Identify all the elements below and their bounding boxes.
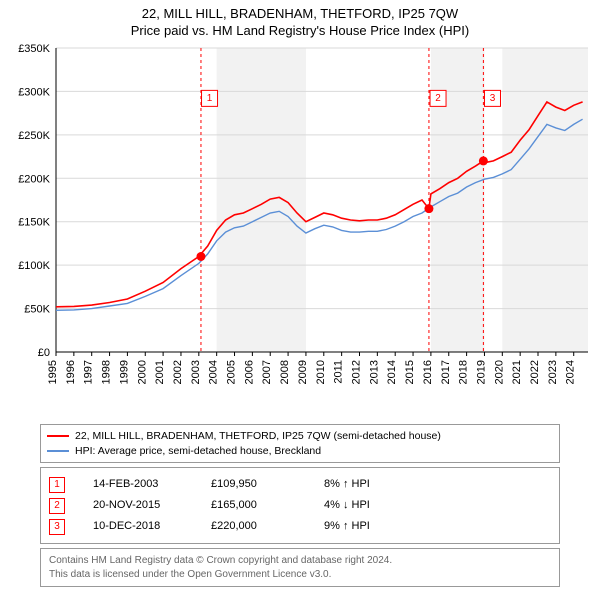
svg-text:2018: 2018 — [458, 360, 470, 384]
sale-row: 2 20-NOV-2015 £165,000 4% ↓ HPI — [49, 495, 551, 516]
legend-swatch — [47, 435, 69, 437]
svg-text:2021: 2021 — [511, 360, 523, 384]
sale-date: 20-NOV-2015 — [93, 495, 183, 516]
svg-text:2017: 2017 — [440, 360, 452, 384]
sale-marker: 2 — [49, 498, 65, 514]
svg-text:2024: 2024 — [565, 360, 577, 384]
chart-svg: £0 £50K £100K £150K £200K £250K £300K £350K 1995… — [0, 40, 600, 420]
svg-text:2013: 2013 — [368, 360, 380, 384]
svg-text:2: 2 — [435, 93, 441, 104]
svg-text:2023: 2023 — [547, 360, 559, 384]
chart-container: 22, MILL HILL, BRADENHAM, THETFORD, IP25… — [0, 0, 600, 587]
legend-label: HPI: Average price, semi-detached house,… — [75, 444, 321, 459]
sale-row: 1 14-FEB-2003 £109,950 8% ↑ HPI — [49, 474, 551, 495]
svg-text:2007: 2007 — [261, 360, 273, 384]
title-main: 22, MILL HILL, BRADENHAM, THETFORD, IP25… — [0, 6, 600, 21]
footer-line: Contains HM Land Registry data © Crown c… — [49, 554, 551, 568]
svg-text:£300K: £300K — [18, 86, 50, 98]
svg-text:2005: 2005 — [226, 360, 238, 384]
sale-row: 3 10-DEC-2018 £220,000 9% ↑ HPI — [49, 516, 551, 537]
sale-date: 14-FEB-2003 — [93, 474, 183, 495]
svg-text:2012: 2012 — [350, 360, 362, 384]
svg-text:2002: 2002 — [172, 360, 184, 384]
svg-text:2004: 2004 — [208, 360, 220, 384]
svg-text:£250K: £250K — [18, 130, 50, 142]
svg-text:2000: 2000 — [136, 360, 148, 384]
svg-text:2006: 2006 — [243, 360, 255, 384]
sale-marker: 3 — [49, 519, 65, 535]
svg-text:£0: £0 — [38, 347, 50, 359]
svg-text:2020: 2020 — [493, 360, 505, 384]
svg-text:1995: 1995 — [47, 360, 59, 384]
legend: 22, MILL HILL, BRADENHAM, THETFORD, IP25… — [40, 424, 560, 463]
footer: Contains HM Land Registry data © Crown c… — [40, 548, 560, 587]
footer-line: This data is licensed under the Open Gov… — [49, 568, 551, 582]
svg-text:2022: 2022 — [529, 360, 541, 384]
svg-text:2014: 2014 — [386, 360, 398, 384]
svg-text:3: 3 — [490, 93, 496, 104]
svg-text:2010: 2010 — [315, 360, 327, 384]
legend-item-hpi: HPI: Average price, semi-detached house,… — [47, 444, 553, 459]
svg-text:£100K: £100K — [18, 260, 50, 272]
svg-text:2015: 2015 — [404, 360, 416, 384]
sale-delta: 9% ↑ HPI — [324, 516, 414, 537]
svg-text:1996: 1996 — [65, 360, 77, 384]
sale-price: £109,950 — [211, 474, 296, 495]
svg-text:£50K: £50K — [24, 304, 50, 316]
svg-text:2001: 2001 — [154, 360, 166, 384]
svg-text:2003: 2003 — [190, 360, 202, 384]
svg-text:2016: 2016 — [422, 360, 434, 384]
title-block: 22, MILL HILL, BRADENHAM, THETFORD, IP25… — [0, 0, 600, 40]
sale-marker: 1 — [49, 477, 65, 493]
legend-item-property: 22, MILL HILL, BRADENHAM, THETFORD, IP25… — [47, 429, 553, 444]
legend-swatch — [47, 450, 69, 452]
sale-date: 10-DEC-2018 — [93, 516, 183, 537]
svg-text:2011: 2011 — [333, 360, 345, 384]
svg-text:2009: 2009 — [297, 360, 309, 384]
svg-text:2019: 2019 — [475, 360, 487, 384]
svg-text:£350K: £350K — [18, 43, 50, 55]
svg-text:£150K: £150K — [18, 217, 50, 229]
svg-text:£200K: £200K — [18, 173, 50, 185]
legend-label: 22, MILL HILL, BRADENHAM, THETFORD, IP25… — [75, 429, 441, 444]
title-sub: Price paid vs. HM Land Registry's House … — [0, 23, 600, 38]
sales-table: 1 14-FEB-2003 £109,950 8% ↑ HPI 2 20-NOV… — [40, 467, 560, 544]
svg-text:1: 1 — [207, 93, 213, 104]
svg-text:1997: 1997 — [83, 360, 95, 384]
sale-delta: 8% ↑ HPI — [324, 474, 414, 495]
sale-price: £165,000 — [211, 495, 296, 516]
svg-text:1999: 1999 — [118, 360, 130, 384]
chart-area: £0 £50K £100K £150K £200K £250K £300K £350K 1995… — [0, 40, 600, 420]
svg-text:1998: 1998 — [101, 360, 113, 384]
sale-delta: 4% ↓ HPI — [324, 495, 414, 516]
sale-price: £220,000 — [211, 516, 296, 537]
svg-text:2008: 2008 — [279, 360, 291, 384]
